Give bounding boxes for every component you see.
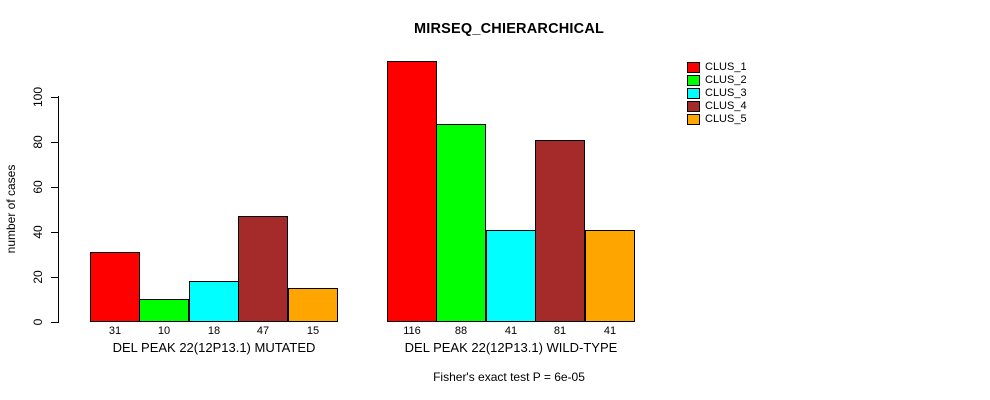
bar-value-label: 81 [553,325,567,337]
bar-value-label: 47 [256,325,270,337]
y-tick-label: 20 [31,270,45,284]
y-tick-label: 40 [31,225,45,239]
bar-value-label: 15 [306,325,320,337]
bar-clus_2-group1 [139,299,189,322]
y-tick-mark [51,232,58,233]
y-axis-line [58,96,59,323]
legend-swatch-clus_1 [687,62,700,73]
y-tick-mark [51,322,58,323]
y-tick-label: 80 [31,135,45,149]
chart-title: MIRSEQ_CHIERARCHICAL [413,21,605,37]
bar-value-label: 10 [157,325,171,337]
bar-clus_3-group1 [189,281,239,322]
bar-clus_5-group1 [288,288,338,322]
y-tick-label: 0 [31,318,45,326]
bar-value-label: 41 [603,325,617,337]
legend-row: CLUS_5 [687,113,747,126]
bar-clus_1-group2 [387,61,437,322]
legend-swatch-clus_2 [687,75,700,86]
bar-clus_1-group1 [90,252,140,322]
legend-row: CLUS_3 [687,87,747,100]
annotation-text: Fisher's exact test P = 6e-05 [433,370,585,384]
y-tick-mark [51,142,58,143]
legend: CLUS_1 CLUS_2 CLUS_3 CLUS_4 CLUS_5 [687,61,747,126]
y-tick-label: 60 [31,180,45,194]
legend-row: CLUS_1 [687,61,747,74]
y-tick-label: 100 [31,86,45,108]
legend-label: CLUS_4 [705,100,747,112]
bar-clus_2-group2 [436,124,486,322]
bar-value-label: 18 [207,325,221,337]
y-tick-mark [51,187,58,188]
legend-row: CLUS_2 [687,74,747,87]
bar-value-label: 31 [108,325,122,337]
bar-value-label: 88 [454,325,468,337]
bar-value-label: 41 [504,325,518,337]
legend-swatch-clus_4 [687,101,700,112]
group-label: DEL PEAK 22(12P13.1) WILD-TYPE [404,340,618,355]
legend-label: CLUS_3 [705,87,747,99]
legend-row: CLUS_4 [687,100,747,113]
bar-clus_3-group2 [486,230,536,322]
bar-clus_4-group1 [238,216,288,322]
legend-label: CLUS_2 [705,74,747,86]
group-label: DEL PEAK 22(12P13.1) MUTATED [112,340,316,355]
legend-label: CLUS_5 [705,113,747,125]
bar-value-label: 116 [403,325,421,337]
legend-swatch-clus_5 [687,114,700,125]
legend-swatch-clus_3 [687,88,700,99]
y-axis-label: number of cases [4,164,18,254]
y-tick-mark [51,277,58,278]
bar-clus_4-group2 [535,140,585,322]
legend-label: CLUS_1 [705,61,747,73]
bar-clus_5-group2 [585,230,635,322]
y-tick-mark [51,97,58,98]
